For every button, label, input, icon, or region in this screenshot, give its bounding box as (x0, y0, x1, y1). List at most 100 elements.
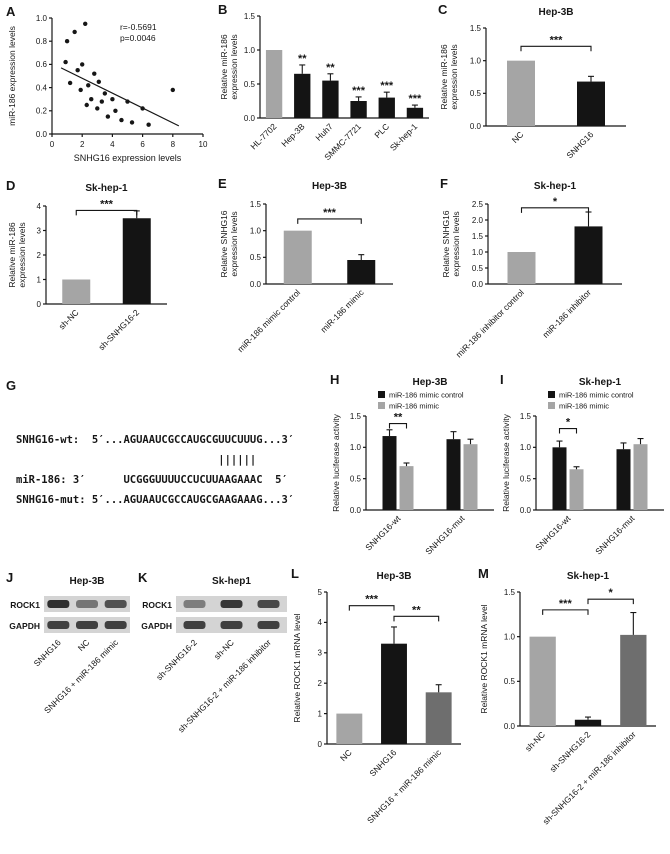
svg-text:2.0: 2.0 (472, 216, 484, 225)
svg-text:0.5: 0.5 (250, 253, 262, 262)
svg-text:1.0: 1.0 (470, 56, 482, 65)
svg-text:expression levels: expression levels (449, 44, 459, 109)
panel-k: K Sk-hep1 ROCK1 GAPDH sh-SNHG16-2 sh-NC sh-SN… (138, 570, 293, 840)
svg-text:0.2: 0.2 (36, 107, 48, 116)
svg-text:ROCK1: ROCK1 (142, 600, 172, 610)
panel-k-label: K (138, 570, 148, 585)
svg-text:Hep-3B: Hep-3B (376, 571, 411, 582)
hep3b-rock1-bar-chart: Hep-3B 0 1 2 3 4 5 Relative ROCK1 mRNA level NC S… (292, 571, 461, 826)
cell-line-expression-bar-chart: 0.0 0.5 1.0 1.5 Relative miR-186 expression l… (219, 12, 429, 162)
svg-text:0.0: 0.0 (36, 130, 48, 139)
svg-text:Sk-hep-1: Sk-hep-1 (567, 571, 610, 582)
hep3b-luciferase-bar-chart: Hep-3B miR-186 mimic control miR-186 mimic… (331, 377, 494, 556)
svg-text:GAPDH: GAPDH (141, 621, 172, 631)
svg-text:miR-186 inhibitor control: miR-186 inhibitor control (454, 287, 526, 359)
svg-text:3: 3 (37, 226, 42, 235)
svg-text:0.5: 0.5 (472, 264, 484, 273)
panel-g: G SNHG16-wt: 5′...AGUAAUCGCCAUGCGUUCUUUG… (6, 378, 326, 558)
svg-text:SNHG16: SNHG16 (564, 129, 595, 160)
svg-text:1: 1 (318, 709, 323, 718)
svg-text:2: 2 (80, 140, 85, 149)
svg-text:expression levels: expression levels (229, 211, 239, 276)
svg-text:1.0: 1.0 (504, 632, 516, 641)
panel-l-label: L (291, 566, 299, 581)
svg-text:Relative SNHG16: Relative SNHG16 (441, 210, 451, 277)
svg-text:Relative ROCK1 mRNA level: Relative ROCK1 mRNA level (479, 604, 489, 713)
hep3b-snhg16-bar-chart: Hep-3B 0.0 0.5 1.0 1.5 Relative SNHG16 express… (219, 181, 393, 354)
svg-text:10: 10 (199, 140, 208, 149)
svg-text:sh-SNHG16-2: sh-SNHG16-2 (548, 729, 593, 774)
svg-text:ROCK1: ROCK1 (10, 600, 40, 610)
svg-text:***: *** (380, 80, 394, 92)
svg-text:0.5: 0.5 (244, 80, 256, 89)
panel-a-label: A (6, 4, 16, 19)
svg-text:0.0: 0.0 (250, 280, 262, 289)
panel-i: I Sk-hep-1 miR-186 mimic control miR-186 m… (500, 372, 668, 568)
svg-text:SNHG16 + miR-186 mimic: SNHG16 + miR-186 mimic (365, 747, 444, 826)
svg-text:SNHG16-wt: SNHG16-wt (363, 513, 403, 553)
svg-text:**: ** (326, 62, 335, 74)
svg-text:0.0: 0.0 (472, 280, 484, 289)
svg-text:*: * (553, 196, 558, 208)
svg-text:miR-186 mimic: miR-186 mimic (319, 287, 367, 335)
svg-text:5: 5 (318, 588, 323, 597)
svg-text:1.5: 1.5 (504, 588, 516, 597)
svg-text:Huh7: Huh7 (313, 121, 335, 143)
sequence-alignment: SNHG16-wt: 5′...AGUAAUCGCCAUGCGUUCUUUG..… (16, 430, 294, 510)
svg-text:4: 4 (110, 140, 115, 149)
panel-f-label: F (440, 176, 448, 191)
svg-text:0.4: 0.4 (36, 83, 48, 92)
panel-m-label: M (478, 566, 489, 581)
svg-text:1.5: 1.5 (250, 200, 262, 209)
panel-e-label: E (218, 176, 227, 191)
skhep1-rock1-bar-chart: Sk-hep-1 0.0 0.5 1.0 1.5 Relative ROCK1 mRNA … (479, 571, 656, 826)
svg-text:0: 0 (37, 300, 42, 309)
skhep1-snhg16-bar-chart: Sk-hep-1 0.0 0.5 1.0 1.5 2.0 2.5 Relative SNHG1… (441, 181, 622, 360)
svg-text:1.5: 1.5 (470, 24, 482, 33)
correlation-scatter-chart: 0.0 0.2 0.4 0.6 0.8 1.0 0 2 4 6 8 10 miR-186 express… (7, 14, 208, 163)
svg-text:1.5: 1.5 (472, 232, 484, 241)
skhep1-mir186-bar-chart: Sk-hep-1 0 1 2 3 4 Relative miR-186 expression … (7, 183, 167, 352)
svg-text:***: *** (323, 207, 337, 219)
svg-text:miR-186 mimic control: miR-186 mimic control (389, 391, 464, 400)
svg-text:0.0: 0.0 (350, 506, 362, 515)
panel-j-label: J (6, 570, 14, 585)
svg-text:0.5: 0.5 (350, 474, 362, 483)
svg-text:1.0: 1.0 (472, 248, 484, 257)
svg-text:expression levels: expression levels (451, 211, 461, 276)
svg-text:0: 0 (50, 140, 55, 149)
svg-text:3: 3 (318, 649, 323, 658)
svg-text:0.6: 0.6 (36, 60, 48, 69)
svg-text:Hep-3B: Hep-3B (69, 576, 104, 587)
svg-text:sh-NC: sh-NC (212, 637, 236, 661)
hep3b-mir186-bar-chart: Hep-3B 0.0 0.5 1.0 1.5 Relative miR-186 expres… (439, 7, 626, 160)
svg-text:SNHG16: SNHG16 (32, 637, 63, 668)
svg-text:Hep-3B: Hep-3B (312, 181, 347, 192)
svg-text:1.5: 1.5 (350, 412, 362, 421)
svg-text:1.0: 1.0 (350, 443, 362, 452)
svg-text:miR-186 mimic control: miR-186 mimic control (559, 391, 634, 400)
svg-text:SNHG16 expression levels: SNHG16 expression levels (74, 153, 182, 163)
svg-text:Sk-hep1: Sk-hep1 (212, 576, 251, 587)
svg-text:Relative miR-186: Relative miR-186 (7, 222, 17, 287)
svg-text:Relative luciferase activity: Relative luciferase activity (331, 413, 341, 512)
sequence-line-mir: miR-186: 3′ UCGGGUUUUCCUCUUAAGAAAC 5′ (16, 474, 288, 486)
svg-text:2: 2 (37, 251, 42, 260)
svg-text:1.0: 1.0 (36, 14, 48, 23)
svg-text:HL-7702: HL-7702 (248, 121, 278, 151)
svg-text:sh-SNHG16-2 + miR-186 inhibito: sh-SNHG16-2 + miR-186 inhibitor (541, 729, 638, 826)
panel-e: E Hep-3B 0.0 0.5 1.0 1.5 Relative SNHG16 expre… (218, 176, 423, 372)
svg-text:0.0: 0.0 (244, 114, 256, 123)
svg-text:Hep-3B: Hep-3B (279, 121, 307, 149)
sequence-line-mut: SNHG16-mut: 5′...AGUAAUCGCCAUGCGAAGAAAG.… (16, 494, 295, 506)
svg-text:1.0: 1.0 (520, 443, 532, 452)
svg-text:2: 2 (318, 679, 323, 688)
svg-text:*: * (609, 587, 614, 599)
svg-text:Relative SNHG16: Relative SNHG16 (219, 210, 229, 277)
skhep1-luciferase-bar-chart: Sk-hep-1 miR-186 mimic control miR-186 mim… (501, 377, 664, 556)
sequence-line-pairing: |||||| (16, 454, 257, 466)
svg-text:miR-186 expression levels: miR-186 expression levels (7, 26, 17, 126)
svg-text:Hep-3B: Hep-3B (412, 377, 447, 388)
svg-text:sh-SNHG16-2: sh-SNHG16-2 (154, 637, 199, 682)
